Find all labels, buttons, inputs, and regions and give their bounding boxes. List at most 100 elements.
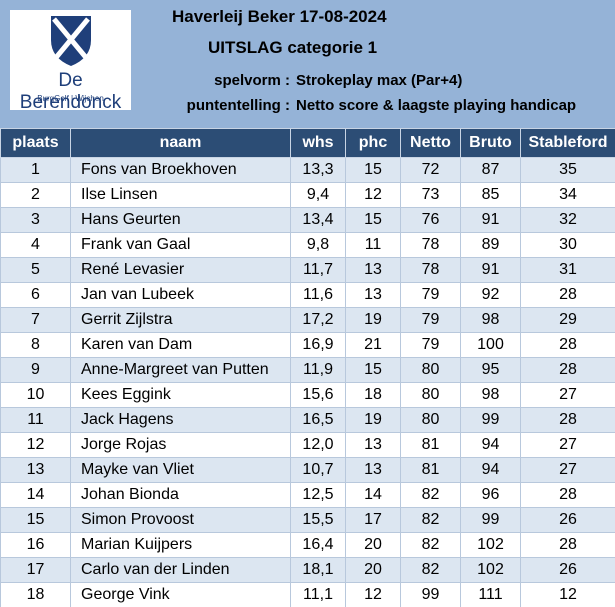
table-row: 11 Jack Hagens 16,5 19 80 99 28 (0, 407, 615, 433)
logo-sub: BurgGolf | Wijchen (37, 94, 104, 103)
table-cell: 82 (400, 482, 461, 508)
table-cell: 17 (345, 507, 401, 533)
scoring-value: Netto score & laagste playing handicap (296, 97, 577, 114)
table-cell: 100 (460, 332, 521, 358)
table-cell: 6 (0, 282, 71, 308)
table-cell: 26 (520, 557, 615, 583)
table-cell: 15 (345, 157, 401, 183)
table-cell: 11,7 (290, 257, 346, 283)
table-cell: Frank van Gaal (70, 232, 291, 258)
column-header: plaats (0, 128, 71, 158)
table-cell: 81 (400, 432, 461, 458)
table-cell: 94 (460, 457, 521, 483)
table-cell: 76 (400, 207, 461, 233)
table-cell: 8 (0, 332, 71, 358)
table-cell: 26 (520, 507, 615, 533)
table-cell: Marian Kuijpers (70, 532, 291, 558)
table-cell: Carlo van der Linden (70, 557, 291, 583)
table-cell: 18 (0, 582, 71, 607)
table-cell: 28 (520, 357, 615, 383)
table-cell: 80 (400, 407, 461, 433)
table-cell: 4 (0, 232, 71, 258)
table-cell: 9,8 (290, 232, 346, 258)
table-cell: 82 (400, 557, 461, 583)
table-cell: 111 (460, 582, 521, 607)
table-cell: 92 (460, 282, 521, 308)
table-cell: 13 (345, 457, 401, 483)
logo-name: De Berendonck (19, 70, 122, 113)
table-cell: 18,1 (290, 557, 346, 583)
table-cell: Kees Eggink (70, 382, 291, 408)
table-cell: 13,4 (290, 207, 346, 233)
table-cell: 87 (460, 157, 521, 183)
table-cell: 12 (345, 582, 401, 607)
table-row: 13 Mayke van Vliet 10,7 13 81 94 27 (0, 457, 615, 483)
table-cell: 18 (345, 382, 401, 408)
table-cell: 11 (345, 232, 401, 258)
table-cell: 12 (0, 432, 71, 458)
column-header: naam (70, 128, 291, 158)
table-cell: 15 (345, 357, 401, 383)
table-cell: 14 (0, 482, 71, 508)
table-cell: Jorge Rojas (70, 432, 291, 458)
table-cell: 78 (400, 257, 461, 283)
table-cell: 30 (520, 232, 615, 258)
table-cell: 99 (400, 582, 461, 607)
table-cell: Johan Bionda (70, 482, 291, 508)
table-cell: Gerrit Zijlstra (70, 307, 291, 333)
table-row: 18 George Vink 11,1 12 99 111 12 (0, 582, 615, 607)
table-cell: 102 (460, 532, 521, 558)
table-cell: Karen van Dam (70, 332, 291, 358)
table-cell: 15,6 (290, 382, 346, 408)
table-cell: 80 (400, 357, 461, 383)
table-cell: 12 (345, 182, 401, 208)
table-cell: 20 (345, 532, 401, 558)
table-cell: 17 (0, 557, 71, 583)
table-cell: 10 (0, 382, 71, 408)
table-cell: 15 (345, 207, 401, 233)
table-cell: Jack Hagens (70, 407, 291, 433)
scoring-label: puntentelling : (186, 97, 290, 114)
table-cell: 13 (345, 282, 401, 308)
table-cell: 15 (0, 507, 71, 533)
column-header: Stableford (520, 128, 615, 158)
table-cell: 34 (520, 182, 615, 208)
table-cell: 28 (520, 282, 615, 308)
table-cell: 17,2 (290, 307, 346, 333)
table-cell: 12 (520, 582, 615, 607)
table-cell: 13,3 (290, 157, 346, 183)
table-cell: 11,1 (290, 582, 346, 607)
table-row: 2 Ilse Linsen 9,4 12 73 85 34 (0, 182, 615, 208)
table-row: 1 Fons van Broekhoven 13,3 15 72 87 35 (0, 157, 615, 183)
table-row: 7 Gerrit Zijlstra 17,2 19 79 98 29 (0, 307, 615, 333)
table-cell: 13 (0, 457, 71, 483)
table-cell: 10,7 (290, 457, 346, 483)
table-cell: Jan van Lubeek (70, 282, 291, 308)
table-cell: 9,4 (290, 182, 346, 208)
table-cell: 1 (0, 157, 71, 183)
table-cell: 31 (520, 257, 615, 283)
table-cell: 99 (460, 507, 521, 533)
table-cell: 91 (460, 207, 521, 233)
table-cell: 2 (0, 182, 71, 208)
table-cell: 27 (520, 382, 615, 408)
table-cell: Fons van Broekhoven (70, 157, 291, 183)
table-row: 9 Anne-Margreet van Putten 11,9 15 80 95 28 (0, 357, 615, 383)
table-cell: 91 (460, 257, 521, 283)
table-cell: 11 (0, 407, 71, 433)
table-cell: 32 (520, 207, 615, 233)
table-cell: George Vink (70, 582, 291, 607)
table-row: 4 Frank van Gaal 9,8 11 78 89 30 (0, 232, 615, 258)
table-row: 14 Johan Bionda 12,5 14 82 96 28 (0, 482, 615, 508)
table-cell: 16,5 (290, 407, 346, 433)
table-row: 12 Jorge Rojas 12,0 13 81 94 27 (0, 432, 615, 458)
table-cell: 98 (460, 382, 521, 408)
table-row: 10 Kees Eggink 15,6 18 80 98 27 (0, 382, 615, 408)
table-cell: 80 (400, 382, 461, 408)
table-cell: 11,9 (290, 357, 346, 383)
table-cell: 73 (400, 182, 461, 208)
table-cell: 89 (460, 232, 521, 258)
logo-shield (51, 16, 91, 66)
table-cell: Anne-Margreet van Putten (70, 357, 291, 383)
